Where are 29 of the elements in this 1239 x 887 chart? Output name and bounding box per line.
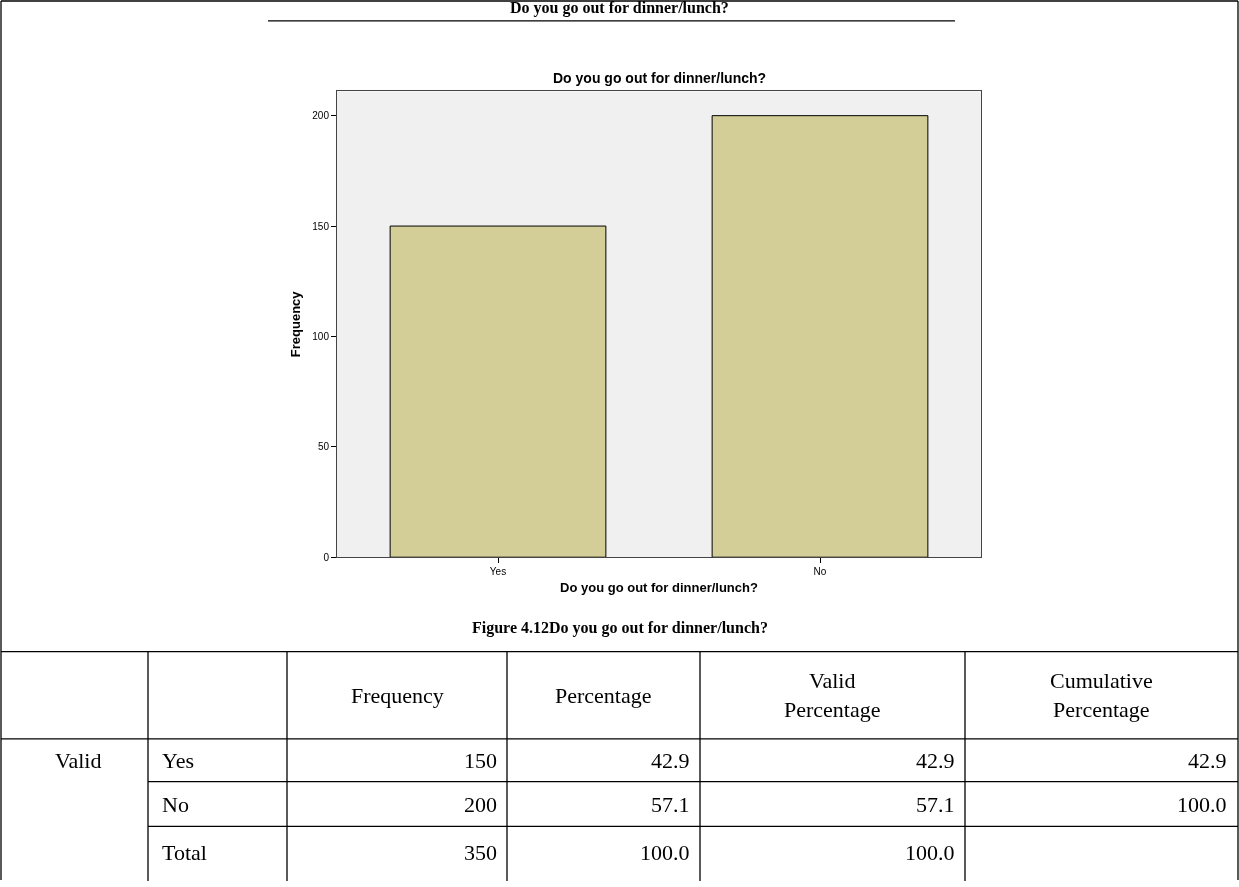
text: 57.1	[651, 792, 690, 817]
text: Frequency	[351, 683, 444, 708]
text: 42.9	[916, 748, 955, 773]
text: 42.9	[651, 748, 690, 773]
text: Valid Percentage	[784, 668, 881, 722]
x-axis-title: Do you go out for dinner/lunch?	[560, 579, 758, 595]
y-axis-title: Frequency	[288, 290, 304, 358]
chart-title: Do you go out for dinner/lunch?	[510, 0, 729, 17]
text: Percentage	[555, 683, 652, 708]
caption: Figure 4.12Do you go out for dinner/lunch?	[472, 619, 768, 637]
chart-subtitle: Do you go out for dinner/lunch?	[553, 70, 767, 86]
text: 200	[464, 792, 497, 817]
text: 42.9	[1188, 748, 1227, 773]
text: Yes	[162, 748, 195, 773]
text: No	[162, 792, 189, 817]
y-tick-label: 150	[312, 220, 330, 232]
text: Cumulative Percentage	[1050, 668, 1153, 722]
text: 150	[464, 748, 497, 773]
text: 100.0	[1177, 792, 1227, 817]
text: 100.0	[640, 840, 690, 865]
text: Valid	[55, 748, 102, 773]
y-tick-label: 0	[323, 551, 330, 563]
y-tick-label: 50	[317, 441, 330, 453]
y-tick-label: 100	[312, 330, 330, 342]
text: Total	[162, 840, 207, 865]
y-tick-label: 200	[312, 110, 330, 122]
text: 350	[464, 840, 497, 865]
text: 100.0	[905, 840, 955, 865]
text: 57.1	[916, 792, 955, 817]
